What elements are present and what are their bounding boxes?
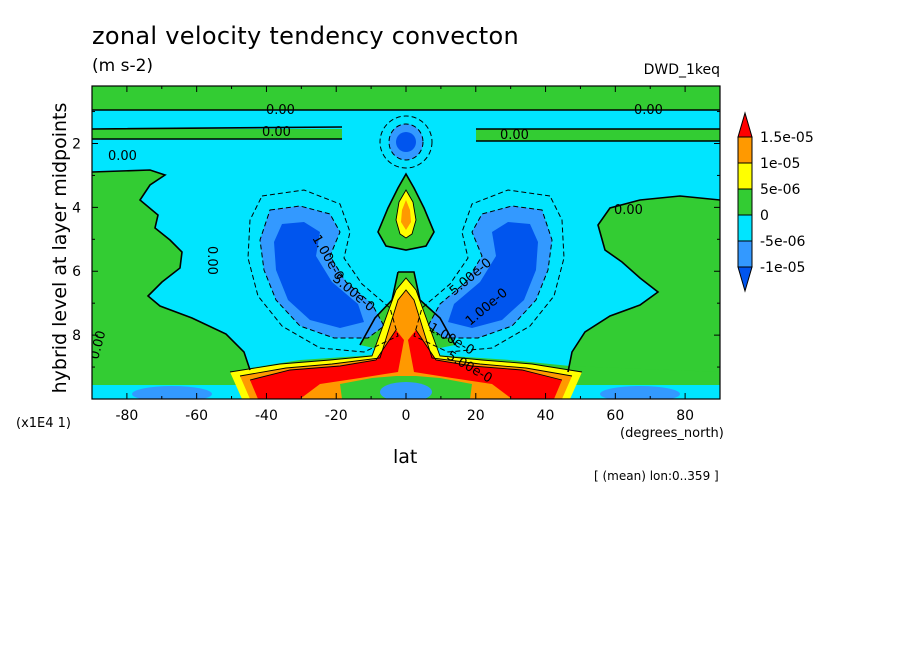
contour-label: 0.00: [262, 125, 291, 140]
field-left-lobe-inner: [274, 222, 364, 328]
colorbar-bottom-arrow: [737, 266, 753, 293]
x-tick-label: 0: [402, 408, 411, 424]
colorbar-label: 0: [760, 208, 769, 224]
contour-label: 0.00: [204, 246, 219, 275]
zero-contour-plume: [377, 172, 435, 251]
x-tick-label: 80: [676, 408, 694, 424]
x-axis-ticks: -80 -60 -40 -20 0 20 40 60 80: [91, 86, 721, 424]
y-axis-scale: (x1E4 1): [16, 416, 71, 431]
y-tick-label: 4: [72, 200, 81, 216]
colorbar: 1.5e-05 1e-05 5e-06 0 -5e-06 -1e-05: [737, 111, 814, 293]
pos-contour-lower-3: [249, 329, 563, 381]
pos-contour-lower-1: [229, 277, 583, 373]
colorbar-segment: [737, 162, 753, 190]
field-plume-orange: [401, 200, 411, 230]
field-lower-blue-left: [132, 386, 212, 399]
x-tick-label: -20: [325, 408, 348, 424]
x-axis-label: lat: [393, 446, 418, 468]
colorbar-segment: [737, 240, 753, 268]
field-right-green-region: [568, 196, 720, 376]
neg-contour-left-outer: [247, 189, 399, 353]
positive-contours: [229, 189, 583, 381]
field-lower-red-left: [250, 330, 404, 399]
colorbar-segment: [737, 214, 753, 242]
y-tick-label: 6: [72, 264, 81, 280]
zero-contours: [92, 109, 720, 373]
model-name: DWD_1keq: [643, 62, 720, 78]
plot-area: 0.00 0.00 0.00 0.00 0.00 0.00 0.00 0.00 …: [92, 86, 720, 399]
field-right-lobe-inner: [448, 222, 538, 328]
neg-contour-left-mid: [259, 205, 385, 339]
x-tick-label: 20: [467, 408, 485, 424]
x-tick-label: 40: [537, 408, 555, 424]
negative-contours: [247, 115, 565, 353]
x-tick-label: -40: [255, 408, 278, 424]
colorbar-label: -1e-05: [760, 260, 805, 276]
pos-contour-plume: [395, 189, 417, 239]
field-mid-green-strip-right: [476, 129, 720, 141]
x-tick-label: -80: [115, 408, 138, 424]
contour-label: 0.00: [108, 149, 137, 164]
neg-contour-right-outer: [413, 189, 565, 353]
colorbar-label: 1e-05: [760, 156, 800, 172]
y-tick-label: 2: [72, 136, 81, 152]
zero-contour-right: [567, 195, 720, 373]
neg-contour-right-mid: [427, 205, 553, 339]
zero-contour-left-strip: [92, 126, 343, 140]
field-lower-blue-right: [600, 386, 680, 399]
contour-label: 0.00: [500, 128, 529, 143]
chart-units: (m s-2): [92, 56, 154, 76]
colorbar-top-arrow: [737, 111, 753, 138]
colorbar-segment: [737, 188, 753, 216]
field-lower-blue-center: [380, 382, 432, 399]
x-tick-label: 60: [606, 408, 624, 424]
zero-contour-right-strip: [476, 128, 720, 142]
field-mid-green-strip-left: [92, 129, 342, 139]
contour-label: 0.00: [634, 103, 663, 118]
colorbar-label: 5e-06: [760, 182, 800, 198]
y-tick-label: 8: [72, 328, 81, 344]
pos-contour-lower-2: [239, 289, 573, 377]
colorbar-label: 1.5e-05: [760, 130, 814, 146]
colorbar-label: -5e-06: [760, 234, 806, 250]
x-tick-label: -60: [185, 408, 208, 424]
contour-label: 0.00: [266, 103, 295, 118]
zero-contour-left: [92, 169, 251, 371]
footnote: [ (mean) lon:0..359 ]: [594, 469, 719, 483]
contour-label: 0.00: [614, 203, 643, 218]
field-lower-red-right: [408, 330, 562, 399]
y-axis-ticks: 2 4 6 8: [72, 111, 720, 400]
colorbar-segment: [737, 136, 753, 164]
neg-contour-upper-cell: [379, 115, 433, 169]
neg-contour-upper-core: [388, 123, 424, 161]
chart-title: zonal velocity tendency convecton: [92, 22, 520, 50]
x-axis-units: (degrees_north): [620, 426, 724, 441]
field-upper-equatorial-core: [396, 132, 416, 152]
